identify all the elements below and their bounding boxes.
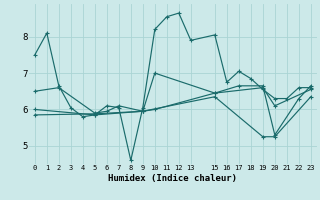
X-axis label: Humidex (Indice chaleur): Humidex (Indice chaleur) [108,174,237,183]
